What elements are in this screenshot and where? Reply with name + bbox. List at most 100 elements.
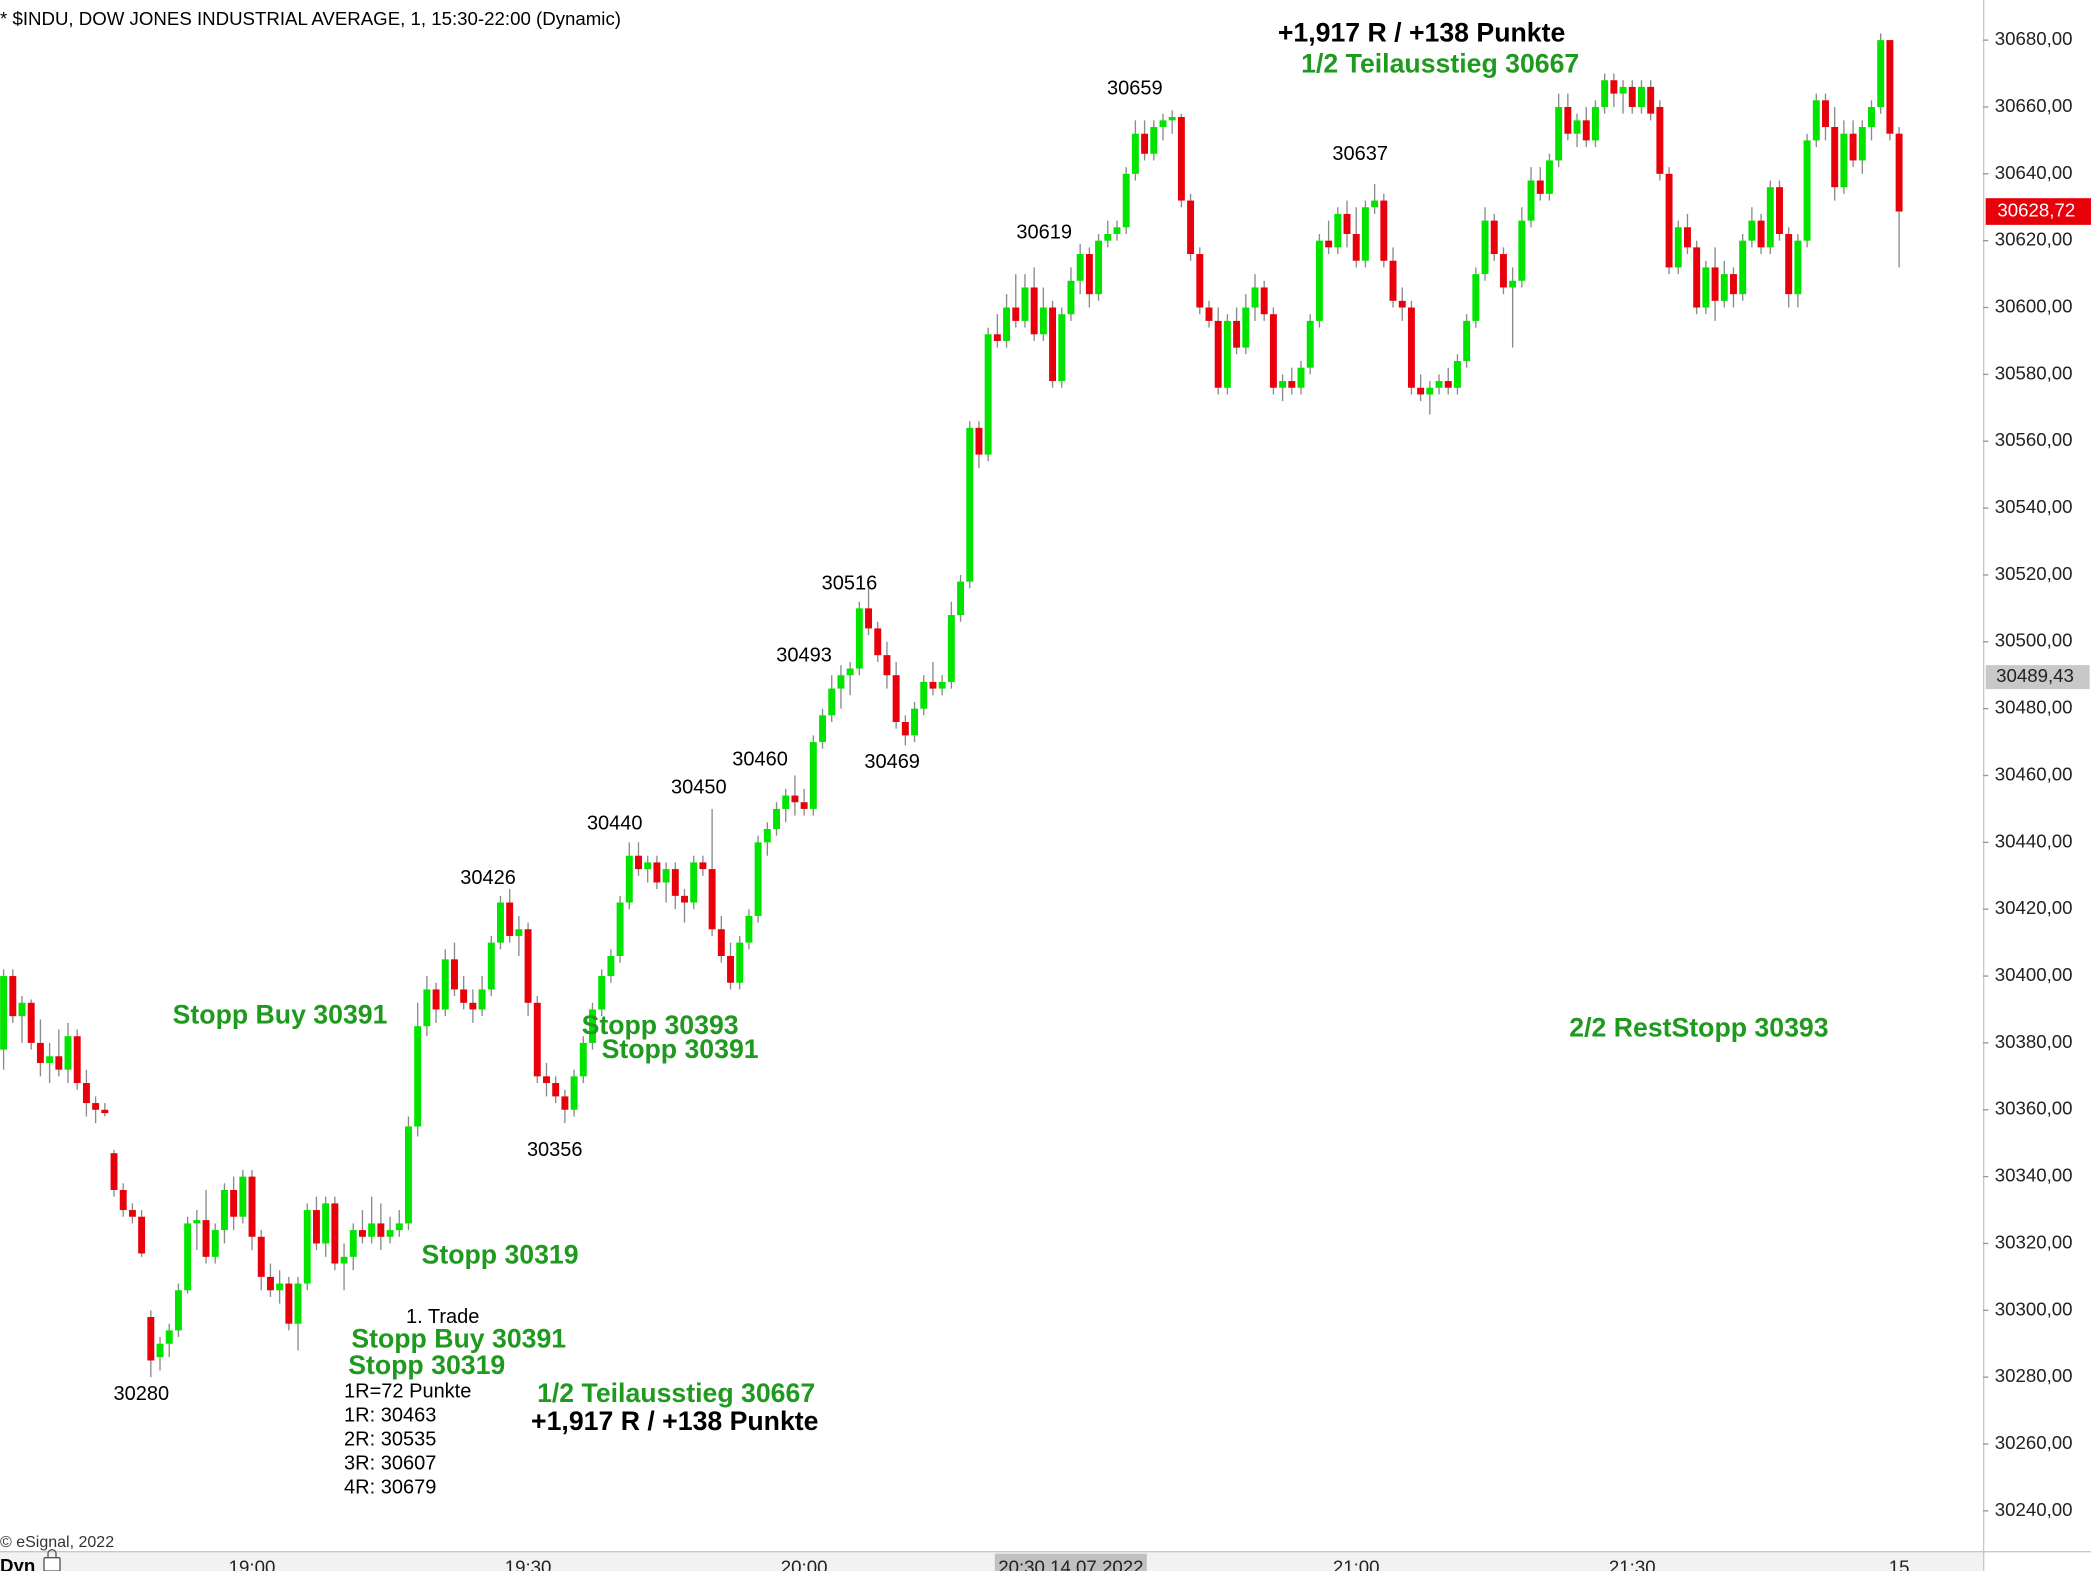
candle-body: [1067, 280, 1075, 315]
candle-body: [975, 427, 983, 455]
candle-body: [1251, 287, 1259, 308]
cursor-price-box: [1985, 665, 2090, 690]
candle-body: [202, 1220, 210, 1257]
candle-body: [1306, 320, 1314, 368]
x-tick-label: 19:00: [229, 1556, 276, 1571]
y-tick-label: 30420,00: [1995, 897, 2073, 918]
candle-body: [598, 976, 606, 1010]
candle-body: [174, 1290, 182, 1331]
annotation: 2/2 RestStopp 30393: [1569, 1013, 1828, 1043]
candle-body: [469, 1002, 477, 1010]
candle-body: [1665, 173, 1673, 268]
candle-body: [1785, 233, 1793, 295]
candle-body: [681, 895, 688, 903]
candle-body: [1168, 116, 1176, 121]
annotation: Stopp 30391: [602, 1034, 759, 1064]
candle-body: [846, 668, 854, 676]
y-tick-label: 30660,00: [1995, 95, 2073, 116]
candle-body: [294, 1283, 302, 1324]
candle-body: [1122, 173, 1130, 228]
candle-body: [1297, 367, 1305, 388]
candle-body: [220, 1189, 228, 1231]
candle-body: [432, 989, 440, 1010]
candle-body: [1720, 274, 1728, 301]
candle-body: [855, 608, 863, 669]
candle-body: [1877, 40, 1885, 107]
candle-body: [607, 956, 615, 977]
candle-body: [9, 976, 17, 1017]
candle-body: [138, 1216, 146, 1254]
candle-body: [239, 1176, 247, 1217]
candle-body: [1334, 213, 1342, 248]
candle-body: [1279, 381, 1287, 388]
annotation: 30659: [1107, 78, 1163, 100]
candle-body: [1223, 320, 1231, 388]
candle-body: [1453, 361, 1461, 388]
candle-body: [1509, 280, 1517, 288]
candle-body: [101, 1109, 109, 1114]
candle-body: [763, 828, 771, 843]
candle-body: [487, 942, 495, 990]
candle-body: [745, 915, 753, 943]
annotation: 30356: [527, 1139, 583, 1161]
candle-body: [1435, 381, 1443, 388]
candle-body: [1573, 120, 1581, 134]
candle-body: [1187, 200, 1195, 255]
candle-body: [653, 862, 661, 883]
candle-body: [984, 334, 992, 455]
candle-body: [1426, 387, 1434, 395]
candle-body: [165, 1330, 173, 1344]
candle-body: [1684, 227, 1691, 248]
candle-body: [929, 681, 937, 689]
candle-body: [451, 959, 458, 990]
last-price-box: [1985, 198, 2091, 225]
candle-body: [727, 956, 734, 983]
candle-body: [552, 1083, 560, 1097]
y-tick-label: 30380,00: [1995, 1031, 2073, 1052]
annotation: Stopp 30393: [582, 1010, 739, 1040]
candle-body: [671, 869, 679, 896]
x-tick-label: 19:30: [505, 1556, 552, 1571]
y-tick-label: 30520,00: [1995, 563, 2073, 584]
annotation: 30516: [822, 572, 878, 594]
candle-body: [957, 581, 965, 616]
annotation: 1R: 30463: [344, 1405, 436, 1427]
candle-body: [128, 1210, 136, 1217]
y-tick-label: 30260,00: [1995, 1432, 2073, 1453]
candle-body: [635, 855, 642, 870]
cursor-time-box: [994, 1553, 1147, 1571]
candle-body: [1463, 320, 1471, 362]
candle-body: [82, 1083, 90, 1104]
candle-body: [460, 989, 468, 1003]
candle-body: [1196, 254, 1204, 308]
candle-body: [1868, 106, 1875, 128]
candle-body: [1739, 240, 1747, 295]
annotation: Stopp 30319: [422, 1239, 579, 1269]
candle-body: [322, 1203, 330, 1244]
candle-body: [110, 1153, 118, 1190]
candle-body: [782, 795, 790, 809]
y-tick-label: 30460,00: [1995, 763, 2073, 784]
candle-body: [1527, 180, 1535, 221]
candle-body: [1039, 307, 1047, 335]
candle-body: [837, 675, 845, 689]
candle-body: [1886, 40, 1894, 134]
candle-body: [368, 1223, 376, 1237]
annotation: 3R: 30607: [344, 1453, 436, 1475]
candle-body: [1104, 233, 1112, 241]
candle-body: [791, 795, 799, 803]
candle-body: [1674, 227, 1682, 268]
candle-body: [0, 976, 8, 1050]
x-tick-label: 21:30: [1609, 1556, 1656, 1571]
candle-body: [248, 1176, 256, 1237]
candle-body: [690, 862, 698, 903]
candle-body: [1352, 233, 1360, 261]
candle-body: [1113, 227, 1121, 234]
candle-body: [64, 1036, 72, 1070]
candle-body: [147, 1317, 155, 1361]
candle-body: [1803, 140, 1811, 241]
candle-body: [506, 902, 514, 936]
candle-body: [1499, 254, 1507, 288]
candle-body: [1656, 106, 1664, 174]
